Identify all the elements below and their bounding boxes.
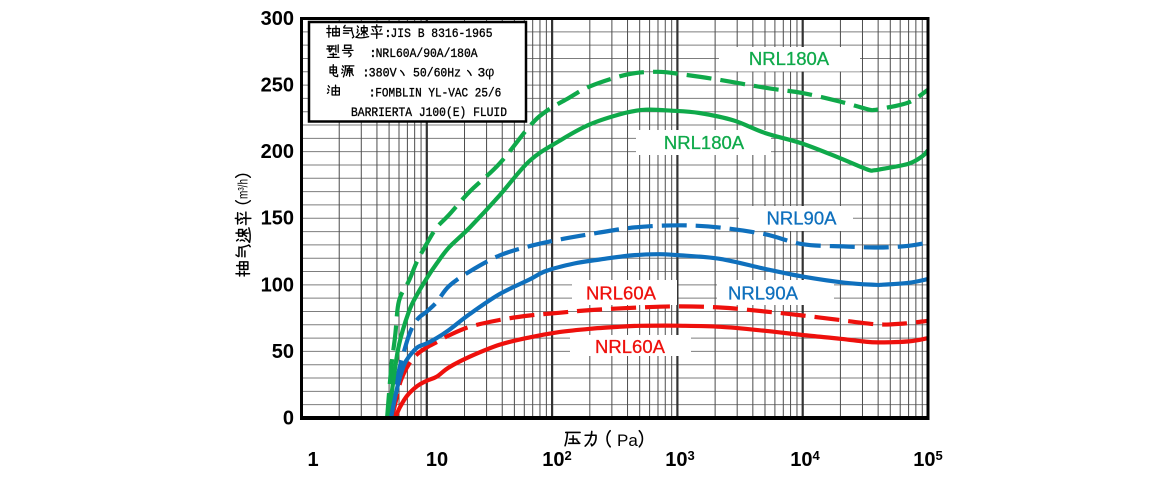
svg-text:200: 200: [261, 141, 294, 163]
svg-text::: :: [362, 66, 370, 81]
svg-text:NRL180A: NRL180A: [749, 48, 830, 69]
svg-text:NRL90A: NRL90A: [767, 208, 838, 229]
svg-text:105: 105: [913, 448, 942, 471]
svg-text:102: 102: [542, 448, 571, 471]
svg-text:0: 0: [283, 408, 294, 430]
svg-text:380V: 380V: [369, 66, 397, 81]
svg-text:FOMBLIN YL-VAC 25/6: FOMBLIN YL-VAC 25/6: [375, 85, 501, 100]
svg-text:NRL60A: NRL60A: [595, 336, 666, 357]
svg-text:NRL180A: NRL180A: [664, 132, 745, 153]
svg-text:φ: φ: [485, 65, 494, 81]
svg-text:NRL60A/90A/180A: NRL60A/90A/180A: [376, 46, 478, 61]
svg-text:NRL60A: NRL60A: [586, 283, 657, 304]
svg-text:50/60Hz: 50/60Hz: [413, 66, 461, 81]
svg-text:150: 150: [261, 208, 294, 230]
svg-text:BARRIERTA J100(E) FLUID: BARRIERTA J100(E) FLUID: [351, 105, 507, 120]
svg-text:1: 1: [307, 449, 318, 471]
svg-text::: :: [368, 85, 376, 100]
svg-text:103: 103: [665, 448, 694, 471]
svg-text::: :: [384, 26, 392, 41]
svg-text:Pa: Pa: [617, 431, 638, 450]
svg-text:JIS B 8316-1965: JIS B 8316-1965: [391, 26, 493, 41]
svg-text:300: 300: [261, 8, 294, 30]
svg-text:3: 3: [478, 66, 486, 81]
svg-text:10: 10: [426, 449, 448, 471]
svg-text:m³/h: m³/h: [235, 179, 251, 199]
svg-text:250: 250: [261, 75, 294, 97]
svg-text:50: 50: [272, 341, 294, 363]
svg-text:100: 100: [261, 274, 294, 296]
svg-text:NRL90A: NRL90A: [728, 283, 799, 304]
svg-text::: :: [369, 46, 377, 61]
